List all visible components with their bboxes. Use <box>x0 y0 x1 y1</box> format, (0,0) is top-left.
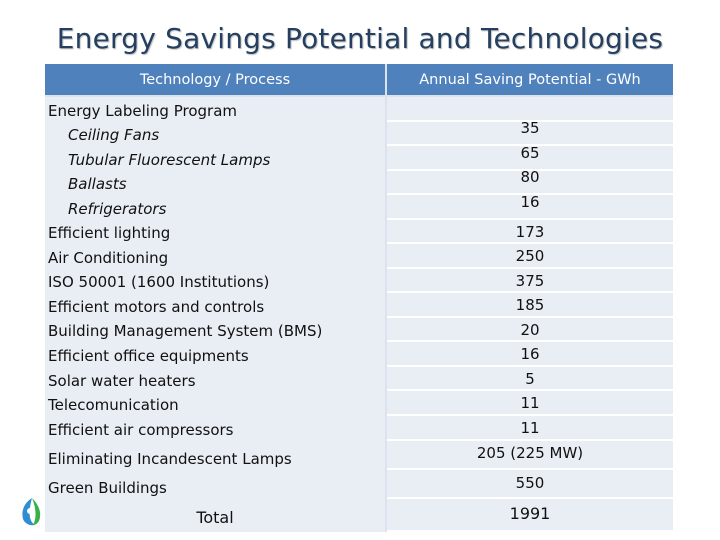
technology-label: Ceiling Fans <box>68 126 160 144</box>
table-row-cell <box>387 171 673 195</box>
table-row-cell <box>387 441 673 470</box>
table-row-cell <box>387 416 673 441</box>
table-row-cell <box>387 499 673 532</box>
savings-value: 65 <box>520 144 540 162</box>
savings-value: 20 <box>520 321 540 339</box>
table-row-cell <box>387 122 673 146</box>
table-row-cell <box>387 220 673 244</box>
technology-label: Tubular Fluorescent Lamps <box>68 151 271 169</box>
savings-value: 550 <box>515 474 545 492</box>
technology-label: ISO 50001 (1600 Institutions) <box>48 273 270 291</box>
savings-header-label: Annual Saving Potential - GWh <box>419 71 641 88</box>
table-row-cell <box>387 195 673 220</box>
table-row-cell <box>387 318 673 342</box>
savings-value: 205 (225 MW) <box>476 444 584 462</box>
technology-cell-block: Energy Labeling Program Ceiling Fans Tubul… <box>45 97 385 532</box>
total-label: Total <box>196 508 234 527</box>
technology-label: Efficient lighting <box>48 224 171 242</box>
savings-value: 80 <box>520 168 540 186</box>
table-row-cell <box>387 97 673 122</box>
savings-table: Technology / Process Energy Labeling Pro… <box>45 64 673 532</box>
technology-label: Air Conditioning <box>48 249 169 267</box>
technology-label: Ballasts <box>68 175 127 193</box>
savings-value: 375 <box>515 272 545 290</box>
table-row-cell <box>387 470 673 499</box>
technology-header-label: Technology / Process <box>139 71 291 88</box>
savings-value: 173 <box>515 223 545 241</box>
savings-value: 5 <box>525 370 535 388</box>
table-row-cell <box>387 391 673 416</box>
savings-value: 16 <box>520 345 540 363</box>
technology-column: Technology / Process Energy Labeling Pro… <box>45 64 385 532</box>
technology-label: Efficient office equipments <box>48 347 249 365</box>
table-row-cell <box>387 146 673 171</box>
table-row-cell <box>387 367 673 391</box>
table-row-cell <box>387 293 673 318</box>
technology-label: Efficient motors and controls <box>48 298 265 316</box>
total-value: 1991 <box>509 504 551 523</box>
technology-label: Efficient air compressors <box>48 421 234 439</box>
technology-label: Building Management System (BMS) <box>48 322 323 340</box>
technology-label: Telecomunication <box>48 396 179 414</box>
technology-label: Eliminating Incandescent Lamps <box>48 450 292 468</box>
savings-value: 16 <box>520 193 540 211</box>
table-row-cell <box>387 269 673 293</box>
savings-value: 35 <box>520 119 540 137</box>
technology-label: Solar water heaters <box>48 372 196 390</box>
technology-header: Technology / Process <box>45 64 385 95</box>
table-row-cell <box>387 342 673 367</box>
savings-value: 250 <box>515 247 545 265</box>
savings-column: Annual Saving Potential - GWh 35 65 80 16 17… <box>387 64 673 532</box>
slide-title: Energy Savings Potential and Technologie… <box>56 22 664 55</box>
savings-header: Annual Saving Potential - GWh <box>387 64 673 95</box>
savings-value: 11 <box>520 419 540 437</box>
technology-label: Refrigerators <box>68 200 167 218</box>
savings-value: 11 <box>520 394 540 412</box>
technology-label: Green Buildings <box>48 479 167 497</box>
savings-value: 185 <box>515 296 545 314</box>
table-row-cell <box>387 244 673 269</box>
logo-icon <box>22 498 41 526</box>
technology-label: Energy Labeling Program <box>48 102 238 120</box>
